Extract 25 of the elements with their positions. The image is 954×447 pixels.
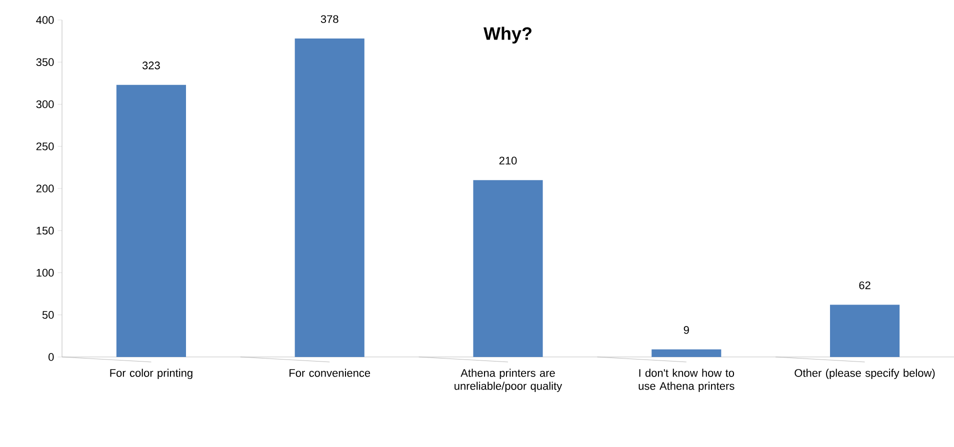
bar	[473, 180, 543, 357]
y-tick-label: 400	[36, 16, 54, 24]
x-tick-label: I don't know how to use Athena printers	[638, 368, 734, 392]
x-tick-label: Athena printers are unreliable/poor quality	[454, 368, 562, 392]
data-label: 378	[320, 15, 338, 23]
data-label: 9	[684, 326, 689, 334]
y-tick-label: 0	[48, 353, 54, 361]
x-tick-label: For convenience	[290, 368, 370, 377]
bar	[116, 84, 186, 357]
data-label: 323	[142, 62, 160, 70]
y-tick-label: 300	[36, 100, 54, 108]
y-tick-label: 350	[36, 58, 54, 66]
chart-title: Why?	[484, 26, 532, 44]
y-tick-label: 250	[36, 142, 54, 150]
bar	[652, 349, 722, 357]
x-tick-label: For color printing	[110, 368, 192, 380]
y-tick-label: 200	[36, 184, 54, 192]
y-tick-label: 150	[36, 226, 54, 235]
data-label: 62	[859, 281, 870, 290]
y-tick-label: 50	[42, 310, 54, 319]
bar	[830, 304, 900, 357]
x-tick-label: Other (please specify below)	[794, 368, 935, 380]
data-label: 210	[499, 156, 517, 165]
bar	[294, 38, 364, 357]
y-tick-label: 100	[36, 268, 54, 277]
